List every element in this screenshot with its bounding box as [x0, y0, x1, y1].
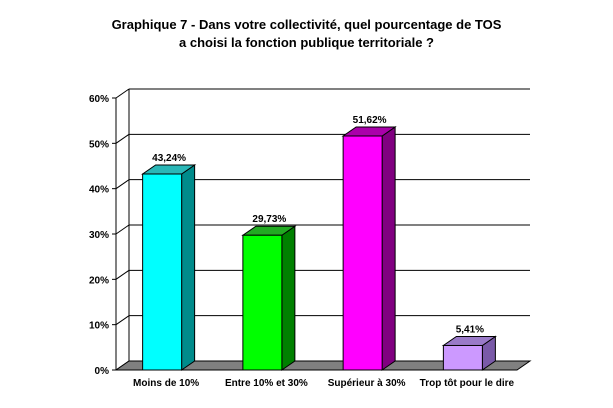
grid-depth-line-4: [115, 179, 130, 190]
chart-title: Graphique 7 - Dans votre collectivité, q…: [0, 16, 613, 52]
y-tick-label-5: 50%: [89, 139, 109, 150]
data-label-0: 43,24%: [152, 153, 186, 164]
data-label-2: 51,62%: [353, 115, 387, 126]
bar-side-0: [181, 164, 196, 371]
x-category-label-0: Moins de 10%: [133, 378, 199, 389]
y-tick-label-4: 40%: [89, 185, 109, 196]
bar-0: [142, 173, 183, 371]
x-category-label-2: Supérieur à 30%: [328, 378, 406, 389]
bar-side-1: [281, 225, 296, 371]
y-tick-label-1: 10%: [89, 321, 109, 332]
chart-title-line-1: Graphique 7 - Dans votre collectivité, q…: [111, 17, 502, 32]
grid-depth-line-1: [115, 315, 130, 326]
x-category-label-1: Entre 10% et 30%: [225, 378, 308, 389]
grid-depth-line-5: [115, 133, 130, 144]
grid-depth-line-6: [115, 88, 130, 99]
data-label-1: 29,73%: [252, 214, 286, 225]
grid-depth-line-3: [115, 224, 130, 235]
chart-title-line-2: a choisi la fonction publique territoria…: [179, 35, 434, 50]
bar-1: [242, 234, 283, 371]
data-label-3: 5,41%: [456, 324, 484, 335]
y-tick-label-2: 20%: [89, 275, 109, 286]
y-tick-label-0: 0%: [95, 366, 110, 377]
bar-2: [342, 135, 383, 371]
x-category-label-3: Trop tôt pour le dire: [420, 378, 515, 389]
grid-depth-line-2: [115, 269, 130, 280]
bar-3: [442, 344, 483, 371]
bar-side-2: [381, 126, 396, 371]
chart-floor: [114, 360, 532, 371]
y-tick-label-3: 30%: [89, 230, 109, 241]
y-tick-label-6: 60%: [89, 94, 109, 105]
